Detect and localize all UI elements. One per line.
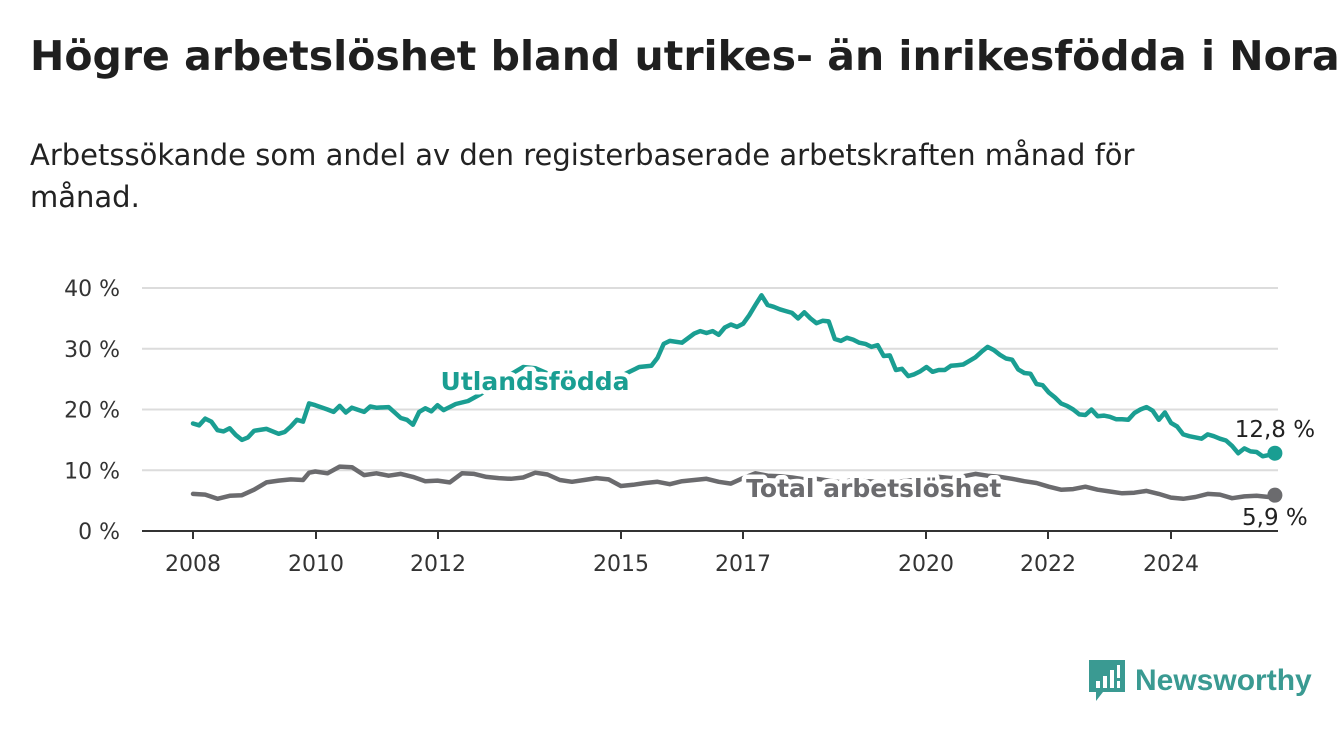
x-tick-label: 2008: [165, 552, 221, 577]
x-tick-label: 2017: [715, 552, 771, 577]
series-end-marker: [1267, 445, 1283, 461]
chart-subtitle: Arbetssökande som andel av den registerb…: [30, 138, 1135, 214]
series-line-utlandsfodda: [190, 293, 1278, 459]
end-value-utlandsfodda: 12,8 %: [1235, 417, 1315, 443]
newsworthy-logo: Newsworthy: [1089, 660, 1312, 702]
y-tick-label: 30 %: [64, 338, 120, 363]
y-tick-label: 0 %: [78, 520, 120, 545]
y-axis-ticks: 0 % 10 % 20 % 30 % 40 %: [64, 277, 120, 545]
series-label-total-halo: Total arbetslöshet: [746, 474, 1001, 503]
end-value-total: 5,9 %: [1242, 505, 1308, 531]
series-label-utlandsfodda: Utlandsfödda: [441, 367, 630, 396]
y-tick-label: 10 %: [64, 459, 120, 484]
x-tick-label: 2020: [898, 552, 954, 577]
series-label-total: Total arbetslöshet: [746, 474, 1001, 503]
series-line-total: [190, 464, 1278, 502]
x-tick-label: 2012: [410, 552, 466, 577]
series-lines: [190, 293, 1283, 503]
y-tick-label: 40 %: [64, 277, 120, 302]
x-axis: 2008 2010 2012 2015 2017 2020 2022 2024: [142, 530, 1278, 577]
x-tick-label: 2015: [593, 552, 649, 577]
y-tick-label: 20 %: [64, 399, 120, 424]
chart-title: Högre arbetslöshet bland utrikes- än inr…: [30, 32, 1340, 80]
x-tick-label: 2024: [1143, 552, 1199, 577]
x-tick-label: 2010: [288, 552, 344, 577]
newsworthy-logo-icon: [1089, 660, 1125, 701]
brand-name: Newsworthy: [1135, 664, 1312, 697]
x-tick-label: 2022: [1020, 552, 1076, 577]
series-end-marker: [1267, 487, 1283, 503]
gridlines: [142, 287, 1278, 472]
series-label-utlandsfodda-halo: Utlandsfödda: [441, 367, 630, 396]
